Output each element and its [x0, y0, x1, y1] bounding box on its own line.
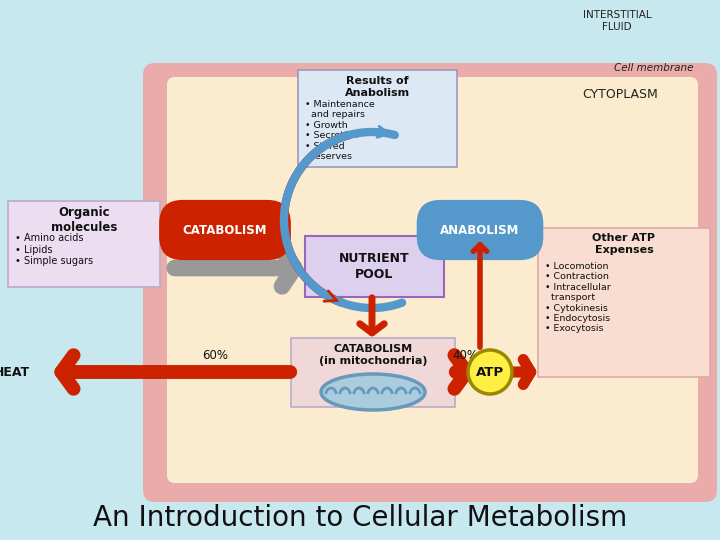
- Text: • Maintenance
  and repairs
• Growth
• Secretion
• Stored
  reserves: • Maintenance and repairs • Growth • Sec…: [305, 100, 374, 161]
- Text: • Amino acids
• Lipids
• Simple sugars: • Amino acids • Lipids • Simple sugars: [15, 233, 93, 266]
- Text: Results of
Anabolism: Results of Anabolism: [345, 76, 410, 98]
- Text: NUTRIENT
POOL: NUTRIENT POOL: [339, 253, 410, 280]
- FancyBboxPatch shape: [291, 338, 455, 407]
- Text: INTERSTITIAL
FLUID: INTERSTITIAL FLUID: [582, 10, 652, 32]
- Text: Cell membrane: Cell membrane: [613, 63, 693, 73]
- Text: 40%: 40%: [452, 349, 478, 362]
- FancyBboxPatch shape: [305, 236, 444, 297]
- Text: CYTOPLASM: CYTOPLASM: [582, 88, 658, 101]
- Text: HEAT: HEAT: [0, 366, 30, 379]
- Ellipse shape: [321, 374, 425, 410]
- Text: Organic
molecules: Organic molecules: [51, 206, 117, 234]
- Text: ATP: ATP: [476, 366, 504, 379]
- Text: • Locomotion
• Contraction
• Intracellular
  transport
• Cytokinesis
• Endocytos: • Locomotion • Contraction • Intracellul…: [545, 262, 611, 333]
- Circle shape: [468, 350, 512, 394]
- FancyBboxPatch shape: [8, 201, 160, 287]
- FancyBboxPatch shape: [538, 228, 710, 377]
- FancyBboxPatch shape: [143, 63, 717, 502]
- Text: CATABOLISM: CATABOLISM: [183, 224, 267, 237]
- Text: An Introduction to Cellular Metabolism: An Introduction to Cellular Metabolism: [93, 504, 627, 532]
- Text: ANABOLISM: ANABOLISM: [441, 224, 520, 237]
- FancyBboxPatch shape: [298, 70, 457, 167]
- Text: Other ATP
Expenses: Other ATP Expenses: [593, 233, 655, 254]
- Text: CATABOLISM
(in mitochondria): CATABOLISM (in mitochondria): [319, 344, 427, 366]
- FancyBboxPatch shape: [167, 77, 698, 483]
- Text: 60%: 60%: [202, 349, 228, 362]
